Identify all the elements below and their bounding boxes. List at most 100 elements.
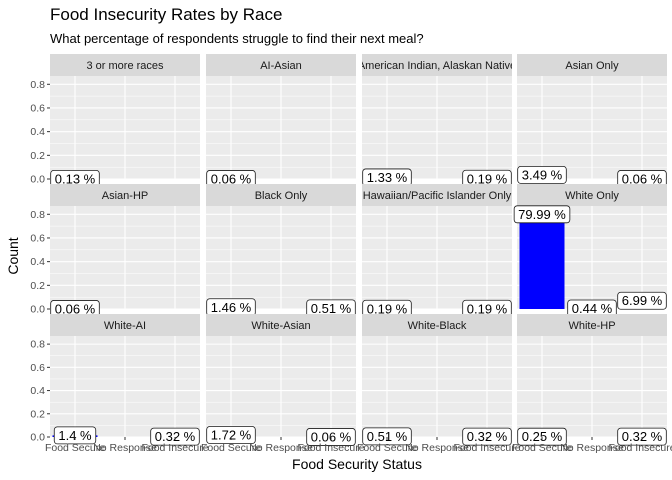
data-label-american-indian-alaskan-native-food-insecure: 0.19 % bbox=[462, 169, 512, 188]
data-label-box bbox=[517, 427, 567, 446]
data-label-asian-only-food-insecure: 0.06 % bbox=[617, 170, 667, 188]
strip-label-white-hp: White-HP bbox=[568, 320, 615, 332]
data-label-white-only-no-response: 0.44 % bbox=[567, 299, 617, 318]
data-label-text: 0.19 % bbox=[467, 171, 508, 186]
data-label-text: 0.06 % bbox=[55, 301, 96, 316]
data-label-text: 0.32 % bbox=[622, 429, 663, 444]
data-label-text: 1.46 % bbox=[211, 300, 252, 315]
x-tick-label-no-response: No Response bbox=[93, 442, 157, 454]
data-label-asian-hp-food-secure: 0.06 % bbox=[50, 300, 100, 318]
strip-label-3-or-more-races: 3 or more races bbox=[86, 60, 164, 72]
strip-label-hawaiian-pacific-islander-only: Hawaiian/Pacific Islander Only bbox=[363, 190, 512, 202]
data-label-text: 0.32 % bbox=[155, 429, 196, 444]
data-label-white-asian-food-insecure: 0.06 % bbox=[306, 428, 356, 446]
strip-label-american-indian-alaskan-native: American Indian, Alaskan Native bbox=[358, 60, 516, 72]
x-tick-label-food-secure: Food Secure bbox=[45, 442, 105, 454]
data-label-box bbox=[306, 428, 356, 446]
data-label-hawaiian-pacific-islander-only-food-insecure: 0.19 % bbox=[462, 299, 512, 318]
data-label-white-ai-food-insecure: 0.32 % bbox=[150, 427, 200, 446]
data-label-3-or-more-races-food-secure: 0.13 % bbox=[50, 169, 100, 188]
data-label-box bbox=[517, 165, 567, 184]
data-label-white-ai-food-secure: 1.4 % bbox=[53, 426, 97, 445]
y-tick-label: 0.6 bbox=[30, 102, 45, 114]
data-label-box bbox=[462, 427, 512, 446]
data-label-black-only-food-insecure: 0.51 % bbox=[306, 299, 356, 318]
data-label-text: 0.51 % bbox=[311, 301, 352, 316]
strip-label-black-only: Black Only bbox=[255, 190, 308, 202]
strip-3-or-more-races bbox=[50, 54, 200, 76]
y-tick-label: 0.6 bbox=[30, 232, 45, 244]
bar-white-only-food-secure bbox=[519, 214, 565, 309]
data-label-text: 0.44 % bbox=[572, 301, 613, 316]
strip-ai-asian bbox=[206, 54, 356, 76]
y-tick-label: 0.0 bbox=[30, 174, 45, 186]
data-label-text: 0.13 % bbox=[55, 171, 96, 186]
data-label-text: 79.99 % bbox=[518, 207, 566, 222]
data-label-box bbox=[513, 205, 571, 224]
data-label-box bbox=[362, 427, 412, 446]
y-axis-title: Count bbox=[5, 237, 21, 274]
strip-hawaiian-pacific-islander-only bbox=[362, 184, 512, 206]
data-label-white-black-food-secure: 0.51 % bbox=[362, 427, 412, 446]
y-tick-label: 0.2 bbox=[30, 280, 45, 292]
y-tick-label: 0.8 bbox=[30, 209, 45, 221]
y-tick-label: 0.0 bbox=[30, 432, 45, 444]
strip-white-hp bbox=[517, 314, 667, 336]
y-tick-label: 0.4 bbox=[30, 126, 45, 138]
x-axis-title: Food Security Status bbox=[292, 456, 422, 472]
data-label-white-hp-food-secure: 0.25 % bbox=[517, 427, 567, 446]
strip-asian-hp bbox=[50, 184, 200, 206]
data-label-text: 0.51 % bbox=[367, 429, 408, 444]
panel-white-ai: White-AI 1.4 % 0.32 % 0.0 0.2 0.4 0.6 0.8 Food S… bbox=[30, 314, 209, 454]
x-tick-label-no-response: No Response bbox=[249, 442, 313, 454]
data-label-text: 0.25 % bbox=[522, 429, 563, 444]
x-tick-label-food-secure: Food Secure bbox=[357, 442, 417, 454]
panel-black-only: Black Only 1.46 % 0.51 % bbox=[206, 184, 356, 318]
data-label-black-only-food-secure: 1.46 % bbox=[206, 298, 256, 317]
data-label-text: 0.06 % bbox=[622, 171, 663, 186]
data-label-white-black-food-insecure: 0.32 % bbox=[462, 427, 512, 446]
strip-label-white-asian: White-Asian bbox=[251, 320, 310, 332]
x-tick-label-food-insecure: Food Insecure bbox=[297, 442, 364, 454]
chart-title: Food Insecurity Rates by Race bbox=[50, 5, 282, 24]
y-tick-label: 0.4 bbox=[30, 385, 45, 397]
strip-label-white-only: White Only bbox=[565, 190, 619, 202]
data-label-ai-asian-food-secure: 0.06 % bbox=[206, 170, 256, 188]
x-tick-label-no-response: No Response bbox=[560, 442, 624, 454]
panel-asian-hp: Asian-HP 0.06 % 0.0 0.2 0.4 0.6 0.8 bbox=[30, 184, 200, 318]
data-label-white-asian-food-secure: 1.72 % bbox=[206, 426, 256, 444]
data-label-american-indian-alaskan-native-food-secure: 1.33 % bbox=[362, 168, 412, 187]
x-tick-label-food-insecure: Food Insecure bbox=[453, 442, 520, 454]
data-label-text: 1.4 % bbox=[58, 428, 92, 443]
strip-american-indian-alaskan-native bbox=[362, 54, 512, 76]
data-label-text: 1.33 % bbox=[367, 170, 408, 185]
strip-black-only bbox=[206, 184, 356, 206]
x-tick-label-food-insecure: Food Insecure bbox=[608, 442, 672, 454]
data-label-text: 0.06 % bbox=[311, 429, 352, 444]
x-tick-label-food-insecure: Food Insecure bbox=[141, 442, 208, 454]
data-label-text: 0.32 % bbox=[467, 429, 508, 444]
strip-white-ai bbox=[50, 314, 200, 336]
data-label-text: 0.19 % bbox=[367, 301, 408, 316]
data-label-white-only-food-secure: 79.99 % bbox=[513, 205, 571, 224]
strip-white-asian bbox=[206, 314, 356, 336]
data-label-box bbox=[150, 427, 200, 446]
data-label-white-hp-food-insecure: 0.32 % bbox=[617, 427, 667, 446]
y-tick-label: 0.6 bbox=[30, 362, 45, 374]
strip-label-asian-only: Asian Only bbox=[565, 60, 619, 72]
y-tick-label: 0.0 bbox=[30, 304, 45, 316]
panel-white-only: White Only 79.99 % 0.44 % 6.99 % bbox=[513, 184, 667, 318]
x-tick-label-food-secure: Food Secure bbox=[201, 442, 261, 454]
data-label-asian-only-food-secure: 3.49 % bbox=[517, 165, 567, 184]
data-label-text: 6.99 % bbox=[622, 293, 663, 308]
data-label-box bbox=[53, 426, 97, 445]
strip-white-black bbox=[362, 314, 512, 336]
strip-asian-only bbox=[517, 54, 667, 76]
y-tick-label: 0.8 bbox=[30, 79, 45, 91]
strip-label-ai-asian: AI-Asian bbox=[260, 60, 302, 72]
data-label-text: 0.19 % bbox=[467, 301, 508, 316]
y-tick-label: 0.4 bbox=[30, 256, 45, 268]
